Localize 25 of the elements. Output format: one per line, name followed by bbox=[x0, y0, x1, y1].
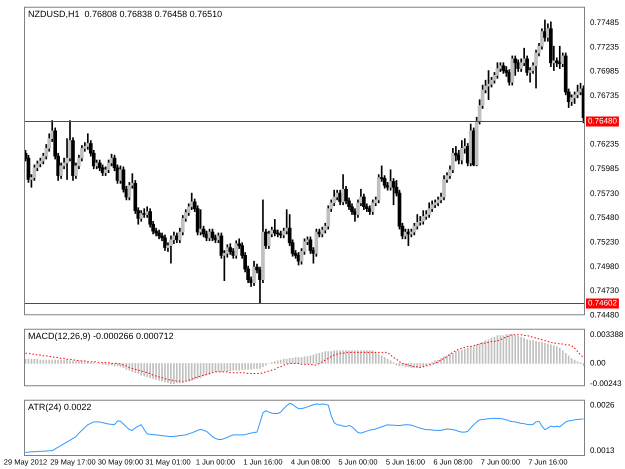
line-series bbox=[24, 334, 584, 382]
candlestick bbox=[169, 236, 173, 264]
y-tick-label: 0.75230 bbox=[590, 237, 620, 246]
y-tick-label: 0.75480 bbox=[590, 213, 620, 222]
y-tick-label: 0.0013 bbox=[590, 446, 616, 455]
candlestick bbox=[486, 70, 490, 100]
y-tick-label: 0.76985 bbox=[590, 66, 620, 76]
ref-line-label: 0.76480 bbox=[588, 116, 618, 126]
y-tick-label: 0.003388 bbox=[590, 330, 624, 340]
y-tick-label: 0.74980 bbox=[590, 262, 620, 271]
y-tick-label: 0.0026 bbox=[590, 400, 616, 410]
ref-line-label: 0.74602 bbox=[588, 298, 618, 308]
y-tick-label: 0.75730 bbox=[590, 188, 620, 198]
chart-title: NZDUSD,H1 0.76808 0.76838 0.76458 0.76510 bbox=[28, 8, 222, 19]
y-tick-label: 0.77235 bbox=[590, 42, 620, 52]
y-tick-label: 0.75985 bbox=[590, 164, 620, 173]
y-tick-label: -0.00243 bbox=[590, 379, 622, 388]
y-tick-label: 0.74730 bbox=[590, 286, 620, 296]
y-tick-label: 0.76735 bbox=[590, 91, 620, 100]
chart-title: MACD(12,26,9) -0.000266 0.000712 bbox=[28, 330, 174, 341]
y-tick-label: 0.00 bbox=[590, 358, 606, 368]
y-tick-label: 0.74480 bbox=[590, 310, 620, 320]
y-tick-label: 0.76235 bbox=[590, 140, 620, 149]
chart-title: ATR(24) 0.0022 bbox=[28, 402, 92, 412]
y-tick-label: 0.77485 bbox=[590, 18, 620, 28]
